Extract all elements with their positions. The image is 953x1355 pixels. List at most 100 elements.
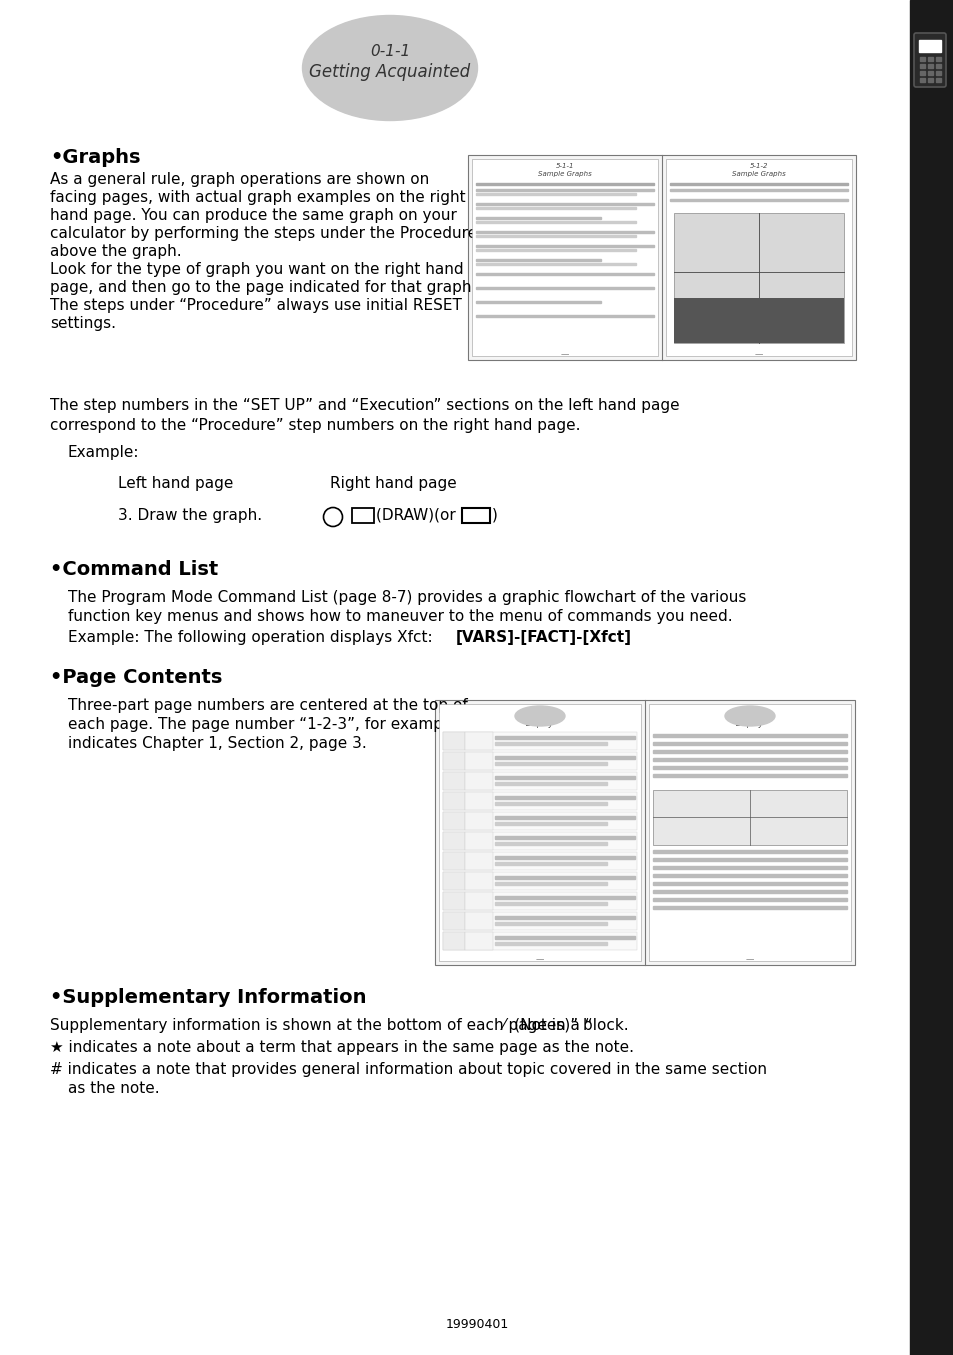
Text: •Graphs: •Graphs [50,148,140,167]
Bar [927,70,932,75]
Text: 0-1-1: 0-1-1 [370,45,410,60]
Bar [464,932,493,950]
Text: correspond to the “Procedure” step numbers on the right hand page.: correspond to the “Procedure” step numbe… [50,417,579,434]
Bar [673,298,843,343]
Bar [495,816,635,818]
Bar [495,856,635,859]
Text: indicates Chapter 1, Section 2, page 3.: indicates Chapter 1, Section 2, page 3. [68,736,366,751]
Bar [669,199,847,201]
Bar [476,183,654,184]
Bar [918,41,940,51]
Bar [476,207,636,209]
Bar [464,873,493,890]
Bar [442,832,464,850]
Bar [495,916,635,919]
Bar [476,234,636,237]
Text: —: — [754,350,762,359]
Bar [476,245,654,247]
Bar [352,508,374,523]
Text: each page. The page number “1-2-3”, for example,: each page. The page number “1-2-3”, for … [68,717,461,732]
Bar [935,70,940,75]
Bar [495,782,606,785]
Bar [442,752,464,770]
Text: —: — [536,955,543,963]
Bar [652,882,846,885]
Bar [476,203,654,205]
Ellipse shape [302,15,477,121]
Bar [909,0,953,1355]
Bar [464,912,493,930]
Bar [476,192,636,195]
Text: 1-2-2: 1-2-2 [529,711,550,720]
Bar [652,858,846,860]
Bar [464,772,493,790]
Bar [464,892,493,911]
Bar [495,896,635,898]
Bar [495,762,606,766]
Text: page, and then go to the page indicated for that graph.: page, and then go to the page indicated … [50,280,476,295]
Bar [495,875,635,879]
Bar [476,272,654,275]
Bar [476,188,654,191]
Bar [495,936,635,939]
Text: Example:: Example: [68,444,139,459]
Text: ★ indicates a note about a term that appears in the same page as the note.: ★ indicates a note about a term that app… [50,1041,634,1056]
Text: •Page Contents: •Page Contents [50,668,222,687]
Bar [495,802,606,805]
Text: Left hand page: Left hand page [118,476,233,491]
Bar [495,743,606,745]
Bar [442,793,637,810]
FancyBboxPatch shape [913,33,945,87]
Bar [495,862,606,864]
Bar [927,57,932,61]
Bar [652,790,846,846]
Bar [464,852,493,870]
Ellipse shape [724,706,774,726]
Bar [476,221,636,222]
Text: (DRAW)(or: (DRAW)(or [375,508,460,523]
Bar [472,159,658,356]
Bar [652,766,846,768]
Bar [442,812,464,831]
Text: •Supplementary Information: •Supplementary Information [50,988,366,1007]
Bar [652,743,846,744]
Bar [919,70,924,75]
Text: The Program Mode Command List (page 8-7) provides a graphic flowchart of the var: The Program Mode Command List (page 8-7)… [68,589,745,604]
Text: —: — [745,955,754,963]
Bar [442,873,464,890]
Bar [442,793,464,810]
Bar [652,890,846,893]
Bar [442,772,464,790]
Bar [495,736,635,738]
Text: 19990401: 19990401 [445,1318,508,1331]
Bar [464,793,493,810]
Text: •Command List: •Command List [50,560,218,579]
Bar [652,751,846,752]
Text: hand page. You can produce the same graph on your: hand page. You can produce the same grap… [50,209,456,224]
Text: Getting Acquainted: Getting Acquainted [309,62,470,81]
Bar [442,912,637,930]
Text: ⁄  (Notes)” block.: ⁄ (Notes)” block. [502,1018,629,1033]
Bar [468,154,855,360]
Text: 3: 3 [329,511,336,524]
Text: Supplementary information is shown at the bottom of each page in a “: Supplementary information is shown at th… [50,1018,592,1033]
Bar [652,757,846,760]
Text: calculator by performing the steps under the Procedure: calculator by performing the steps under… [50,226,476,241]
Text: above the graph.: above the graph. [50,244,181,259]
Bar [476,230,654,233]
Bar [476,259,600,262]
Bar [495,902,606,905]
Bar [461,508,490,523]
Bar [476,217,600,220]
Bar [442,852,464,870]
Bar [935,79,940,83]
Bar [442,892,464,911]
Text: 1-2-3: 1-2-3 [740,711,760,720]
Bar [464,832,493,850]
Bar [652,734,846,737]
Bar [495,921,606,925]
Text: —: — [560,350,569,359]
Bar [442,772,637,790]
Text: Sample Graphs: Sample Graphs [537,171,591,178]
Bar [652,898,846,901]
